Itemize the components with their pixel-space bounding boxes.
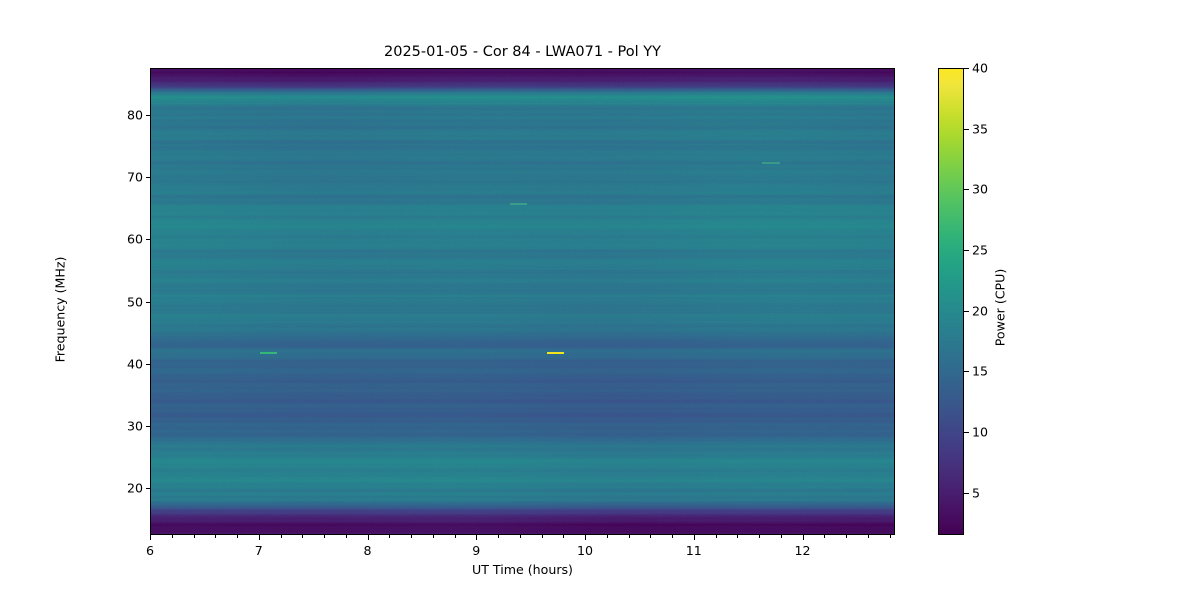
x-tick-minor	[389, 535, 391, 538]
y-tick-label: 20	[126, 480, 143, 496]
x-tick-minor	[498, 535, 500, 538]
colorbar-tick-mark	[964, 492, 969, 494]
y-tick-mark	[145, 114, 150, 116]
x-tick-minor	[650, 535, 652, 538]
colorbar-gradient	[938, 68, 964, 535]
colorbar-tick-label: 40	[972, 60, 989, 76]
x-tick-minor	[193, 535, 195, 538]
x-tick-label: 6	[145, 543, 155, 558]
x-tick-minor	[780, 535, 782, 538]
heatmap-plot-area	[150, 68, 895, 535]
x-tick-minor	[324, 535, 326, 538]
colorbar-tick-label: 5	[972, 485, 981, 501]
rfi-streak-yellow-9.65h	[546, 351, 565, 354]
colorbar-tick-mark	[964, 310, 969, 312]
x-tick-minor	[519, 535, 521, 538]
colorbar-tick-mark	[964, 128, 969, 130]
colorbar-tick-mark	[964, 189, 969, 191]
colorbar-tick-label: 30	[972, 181, 989, 197]
x-tick-label: 10	[577, 543, 594, 558]
colorbar-tick-mark	[964, 68, 969, 70]
y-tick-mark	[145, 488, 150, 490]
rfi-streak-faint-9.3h	[509, 202, 528, 205]
x-axis-ticks: 6 7 8 9 10 11 12	[146, 535, 895, 558]
y-tick-label: 60	[126, 231, 143, 247]
x-tick-minor	[280, 535, 282, 538]
y-tick-label: 40	[126, 356, 143, 372]
x-tick-minor	[541, 535, 543, 538]
x-tick-mark	[585, 535, 587, 540]
x-tick-label: 11	[685, 543, 702, 558]
x-tick-mark	[258, 535, 260, 540]
x-tick-minor	[846, 535, 848, 538]
x-tick-label: 12	[794, 543, 811, 558]
x-tick-label: 9	[472, 543, 481, 558]
x-tick-minor	[889, 535, 891, 538]
colorbar-tick-label: 35	[972, 121, 989, 137]
x-tick-minor	[737, 535, 739, 538]
x-tick-minor	[606, 535, 608, 538]
x-tick-minor	[432, 535, 434, 538]
x-tick-label: 8	[363, 543, 372, 558]
x-tick-minor	[454, 535, 456, 538]
colorbar-tick-mark	[964, 249, 969, 252]
y-tick-mark	[145, 301, 150, 303]
x-tick-minor	[628, 535, 630, 538]
rfi-streak-green-7h	[259, 352, 278, 355]
colorbar-title: Power (CPU)	[992, 268, 1008, 347]
x-tick-label: 7	[254, 543, 263, 558]
y-tick-label: 80	[126, 107, 143, 123]
y-axis-ticks: 20 30 40 50 60 70 80	[127, 68, 151, 535]
x-tick-minor	[672, 535, 674, 538]
colorbar-tick-mark	[964, 431, 969, 433]
y-tick-label: 30	[126, 418, 143, 434]
rfi-streak-faint-11.6h	[762, 162, 780, 165]
y-tick-mark	[145, 239, 150, 241]
x-tick-minor	[171, 535, 173, 538]
y-tick-mark	[145, 363, 150, 365]
spectrogram-image	[151, 69, 894, 534]
y-tick-mark	[145, 426, 150, 428]
x-tick-minor	[215, 535, 217, 538]
y-axis-title: Frequency (MHz)	[52, 256, 68, 363]
x-tick-mark	[150, 535, 152, 540]
x-tick-minor	[237, 535, 239, 538]
colorbar-ticks: 5 10 15 20 25 30 35 40	[964, 61, 988, 535]
colorbar-tick-mark	[964, 371, 969, 373]
x-tick-minor	[563, 535, 565, 538]
colorbar-tick-label: 20	[972, 303, 989, 319]
x-tick-minor	[867, 535, 869, 538]
chart-title: 2025-01-05 - Cor 84 - LWA071 - Pol YY	[384, 44, 661, 60]
x-tick-minor	[345, 535, 347, 538]
colorbar-tick-label: 15	[972, 363, 989, 379]
x-tick-minor	[715, 535, 717, 538]
x-tick-minor	[302, 535, 304, 538]
x-tick-mark	[476, 535, 478, 540]
colorbar-tick-label: 25	[972, 242, 989, 258]
y-tick-label: 70	[126, 169, 143, 185]
x-tick-minor	[411, 535, 413, 538]
y-tick-label: 50	[126, 294, 143, 309]
colorbar-tick-label: 10	[972, 424, 989, 440]
x-tick-minor	[824, 535, 826, 538]
x-tick-minor	[759, 535, 761, 538]
x-tick-mark	[693, 535, 695, 540]
x-tick-mark	[367, 535, 369, 540]
y-tick-mark	[145, 176, 150, 179]
x-axis-title: UT Time (hours)	[472, 562, 573, 577]
colorbar-container	[938, 68, 964, 535]
x-tick-mark	[802, 535, 804, 540]
